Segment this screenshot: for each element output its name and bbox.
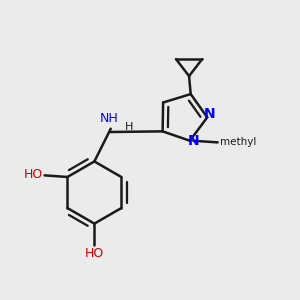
Text: methyl: methyl xyxy=(220,137,256,147)
Text: H: H xyxy=(124,122,133,132)
Text: HO: HO xyxy=(85,248,104,260)
Text: HO: HO xyxy=(24,168,43,181)
Text: N: N xyxy=(204,107,216,121)
Text: N: N xyxy=(188,134,200,148)
Text: NH: NH xyxy=(100,112,118,125)
